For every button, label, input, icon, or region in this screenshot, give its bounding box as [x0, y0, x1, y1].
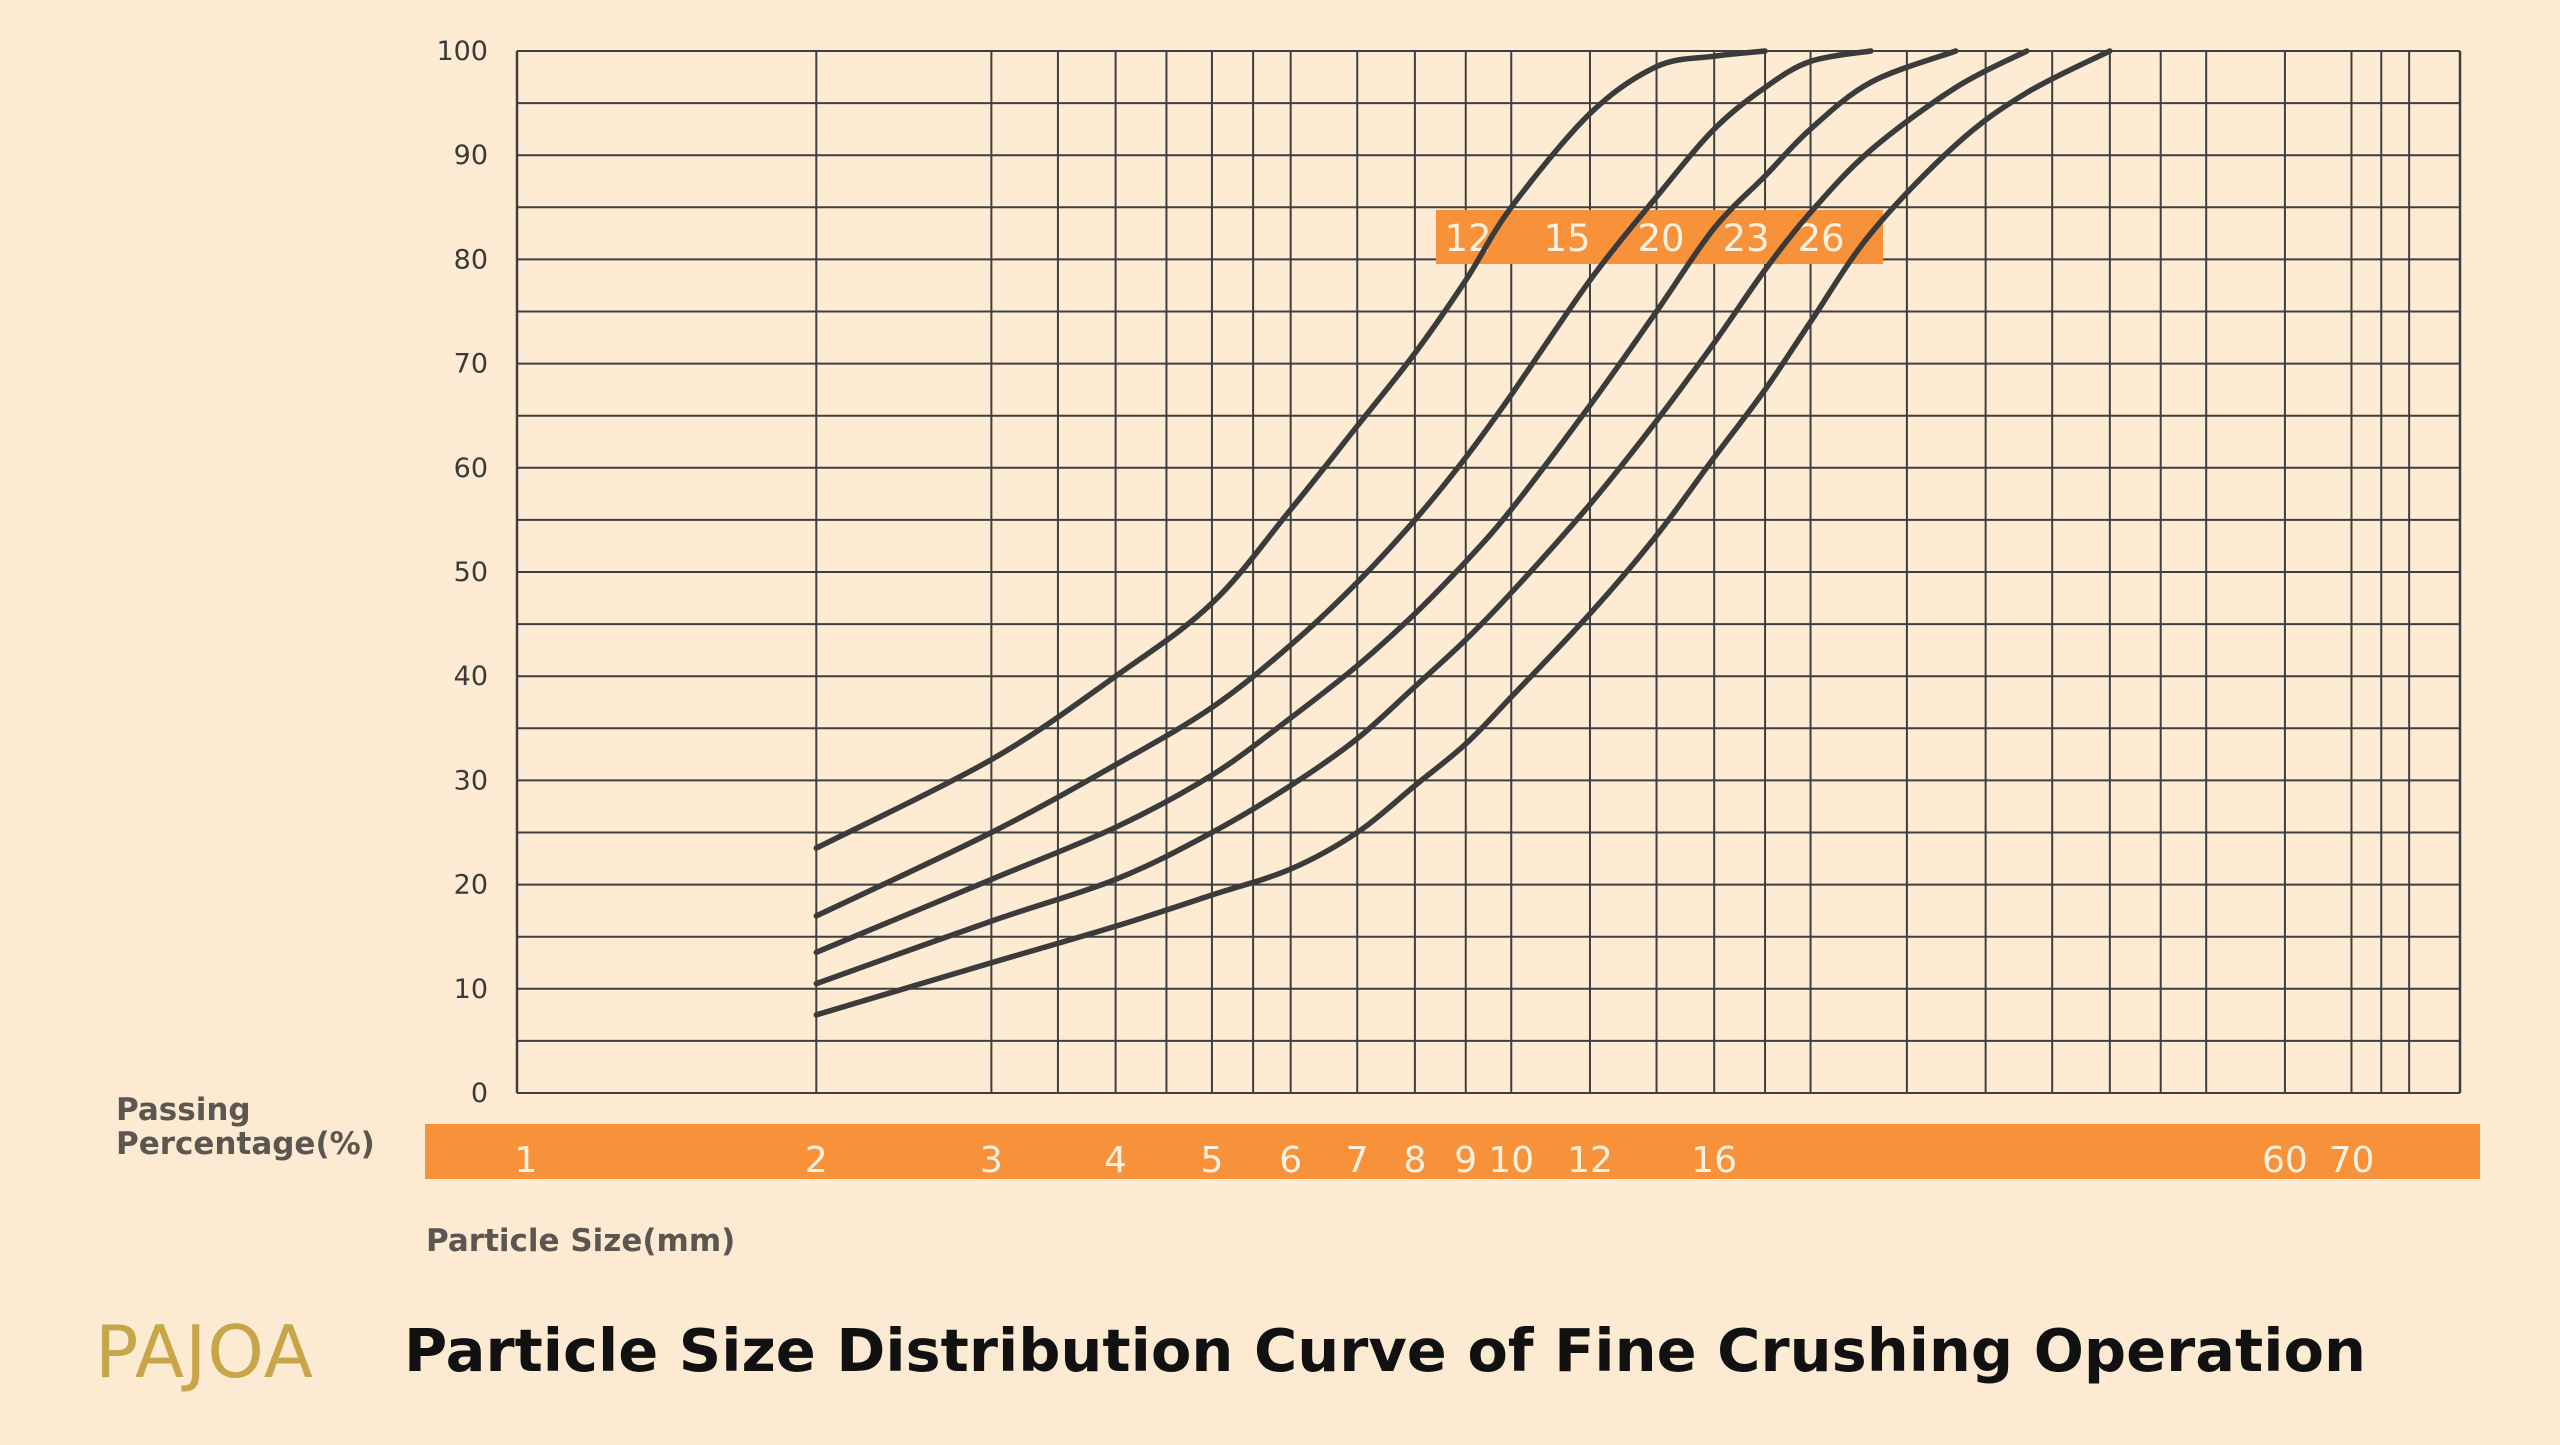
series-line-20: [813, 48, 1959, 956]
y-axis-ticks: 0 10 20 30 40 50 60 70 80 90 100: [436, 36, 488, 1109]
x-tick-label: 4: [1104, 1140, 1127, 1181]
x-tick-label: 9: [1454, 1140, 1477, 1181]
series-line-15: [813, 48, 1874, 919]
series-label: 23: [1722, 217, 1769, 260]
y-tick-label: 40: [454, 661, 488, 692]
y-tick-label: 70: [454, 349, 488, 380]
y-tick-label: 90: [454, 140, 488, 171]
plot-background: [425, 20, 2480, 1118]
series-label: 26: [1797, 217, 1844, 260]
series-curves: [813, 48, 2113, 1018]
x-axis-label: Particle Size(mm): [426, 1223, 736, 1259]
y-tick-label: 60: [454, 453, 488, 484]
x-tick-label: 12: [1567, 1140, 1613, 1181]
x-tick-label: 5: [1200, 1140, 1223, 1181]
y-tick-label: 30: [454, 765, 488, 796]
x-tick-label: 60: [2262, 1140, 2308, 1181]
x-axis-band-bg: [425, 1124, 2480, 1179]
y-tick-label: 50: [454, 557, 488, 588]
series-line-12: [813, 48, 1768, 851]
x-tick-label: 7: [1346, 1140, 1369, 1181]
x-tick-label: 8: [1403, 1140, 1426, 1181]
x-tick-label: 6: [1279, 1140, 1302, 1181]
y-axis-label: Passing Percentage(%): [116, 1092, 375, 1162]
grid: [515, 50, 2462, 1094]
series-label: 15: [1543, 217, 1590, 260]
series-label-band-bg: [1436, 210, 1883, 264]
x-tick-label: 2: [805, 1140, 828, 1181]
x-tick-label: 10: [1488, 1140, 1534, 1181]
x-tick-label: 3: [980, 1140, 1003, 1181]
page-title: Particle Size Distribution Curve of Fine…: [404, 1316, 2366, 1385]
x-tick-label: 1: [515, 1140, 538, 1181]
x-tick-label: 70: [2329, 1140, 2375, 1181]
y-tick-label: 0: [471, 1078, 488, 1109]
brand-logo: PAJOA: [95, 1310, 314, 1394]
x-axis-band: 1 2 3 4 5 6 7 8 9 10 12 16 60 70: [425, 1124, 2480, 1181]
series-label: 20: [1637, 217, 1684, 260]
y-tick-label: 20: [454, 870, 488, 901]
series-label-band: 12 15 20 23 26: [1436, 210, 1883, 264]
y-tick-label: 80: [454, 244, 488, 275]
x-tick-label: 16: [1691, 1140, 1737, 1181]
series-line-26: [813, 48, 2113, 1018]
y-tick-label: 10: [454, 974, 488, 1005]
y-tick-label: 100: [436, 36, 488, 67]
series-line-23: [813, 48, 2030, 987]
